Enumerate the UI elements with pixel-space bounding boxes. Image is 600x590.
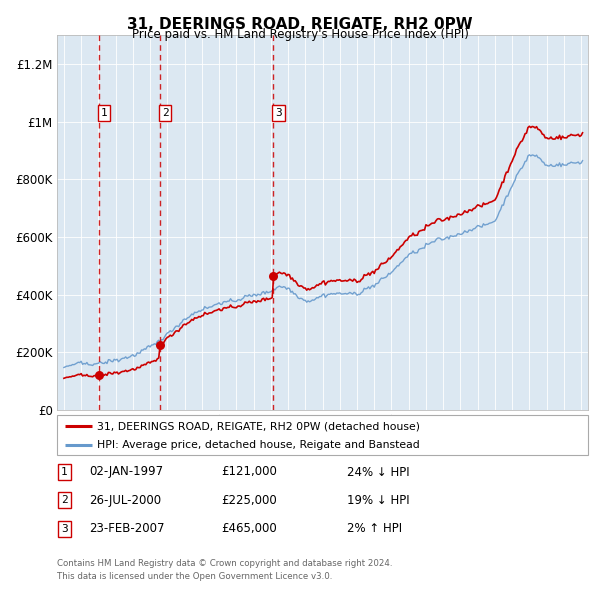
Text: 2: 2 xyxy=(162,108,169,118)
Text: 24% ↓ HPI: 24% ↓ HPI xyxy=(347,466,409,478)
FancyBboxPatch shape xyxy=(57,415,588,455)
Text: 31, DEERINGS ROAD, REIGATE, RH2 0PW: 31, DEERINGS ROAD, REIGATE, RH2 0PW xyxy=(127,17,473,32)
Text: £465,000: £465,000 xyxy=(221,522,277,535)
Text: 26-JUL-2000: 26-JUL-2000 xyxy=(89,494,161,507)
Text: 2: 2 xyxy=(61,496,68,505)
Text: Price paid vs. HM Land Registry's House Price Index (HPI): Price paid vs. HM Land Registry's House … xyxy=(131,28,469,41)
Text: 3: 3 xyxy=(61,524,68,533)
Text: 31, DEERINGS ROAD, REIGATE, RH2 0PW (detached house): 31, DEERINGS ROAD, REIGATE, RH2 0PW (det… xyxy=(97,421,420,431)
Text: 3: 3 xyxy=(275,108,282,118)
Text: £225,000: £225,000 xyxy=(221,494,277,507)
Text: This data is licensed under the Open Government Licence v3.0.: This data is licensed under the Open Gov… xyxy=(57,572,332,581)
Text: 2% ↑ HPI: 2% ↑ HPI xyxy=(347,522,402,535)
Text: Contains HM Land Registry data © Crown copyright and database right 2024.: Contains HM Land Registry data © Crown c… xyxy=(57,559,392,568)
Text: 1: 1 xyxy=(61,467,68,477)
Text: 23-FEB-2007: 23-FEB-2007 xyxy=(89,522,164,535)
Text: 19% ↓ HPI: 19% ↓ HPI xyxy=(347,494,409,507)
Text: 1: 1 xyxy=(100,108,107,118)
Text: 02-JAN-1997: 02-JAN-1997 xyxy=(89,466,163,478)
Text: £121,000: £121,000 xyxy=(221,466,277,478)
Text: HPI: Average price, detached house, Reigate and Banstead: HPI: Average price, detached house, Reig… xyxy=(97,441,419,450)
